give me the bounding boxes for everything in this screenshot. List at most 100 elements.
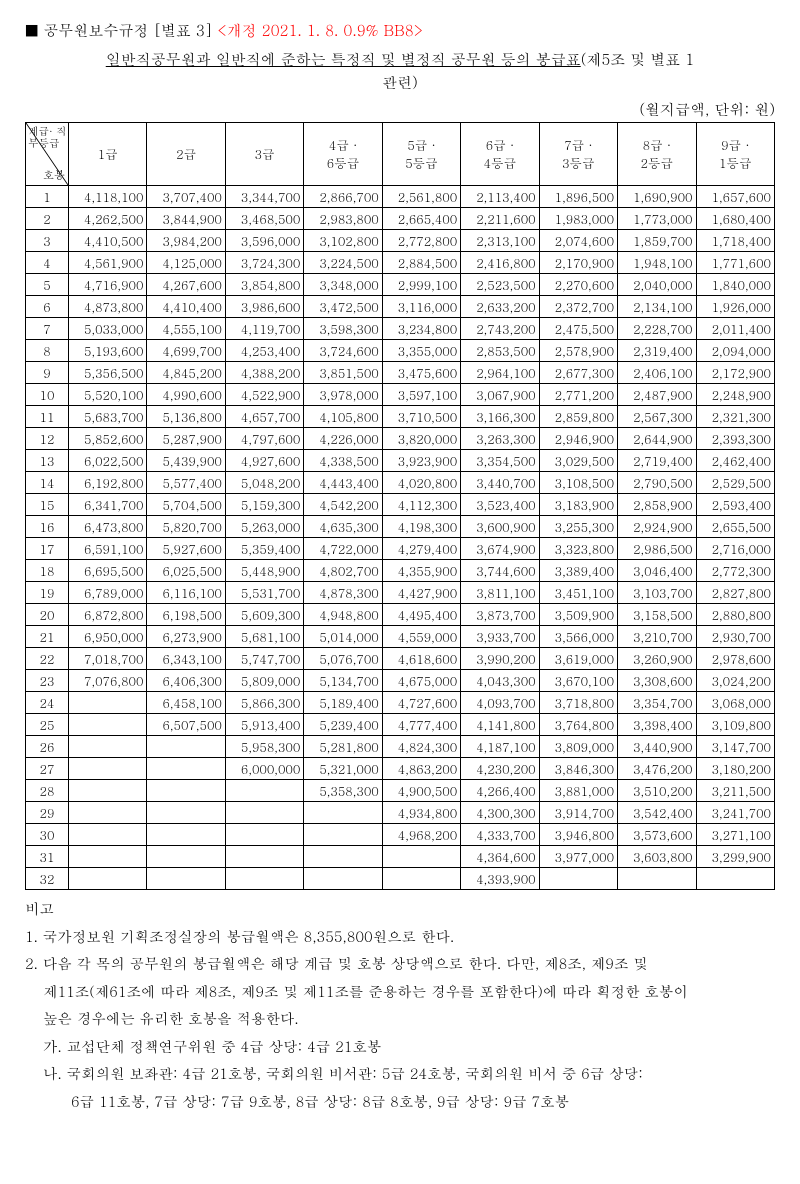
salary-cell: 5,134,700: [304, 670, 382, 692]
salary-cell: 3,067,900: [461, 384, 539, 406]
salary-cell: 5,520,100: [69, 384, 147, 406]
salary-cell: 4,112,300: [382, 494, 460, 516]
salary-cell: 3,873,700: [461, 604, 539, 626]
salary-cell: 6,591,100: [69, 538, 147, 560]
salary-cell: 1,680,400: [696, 208, 775, 230]
salary-cell: 2,319,400: [618, 340, 696, 362]
table-row: 237,076,8006,406,3005,809,0005,134,7004,…: [26, 670, 775, 692]
salary-cell: 5,913,400: [225, 714, 303, 736]
salary-cell: 2,523,500: [461, 274, 539, 296]
salary-cell: 6,273,900: [147, 626, 225, 648]
salary-cell: [69, 846, 147, 868]
salary-cell: [69, 802, 147, 824]
salary-cell: 4,187,100: [461, 736, 539, 758]
salary-cell: 3,851,500: [304, 362, 382, 384]
salary-cell: 5,076,700: [304, 648, 382, 670]
salary-cell: 3,234,800: [382, 318, 460, 340]
salary-cell: 2,011,400: [696, 318, 775, 340]
salary-cell: 6,192,800: [69, 472, 147, 494]
square-bullet: ■: [25, 20, 38, 41]
salary-cell: 4,020,800: [382, 472, 460, 494]
salary-cell: 2,866,700: [304, 186, 382, 208]
salary-cell: 4,410,400: [147, 296, 225, 318]
salary-cell: 3,724,600: [304, 340, 382, 362]
row-number: 26: [26, 736, 69, 758]
title-underlined: 일반직공무원과 일반직에 준하는 특정직 및 별정직 공무원 등의 봉급표: [106, 49, 581, 70]
salary-cell: 2,880,800: [696, 604, 775, 626]
salary-cell: 3,451,100: [539, 582, 617, 604]
salary-cell: [147, 736, 225, 758]
salary-cell: 4,699,700: [147, 340, 225, 362]
salary-cell: 4,300,300: [461, 802, 539, 824]
salary-cell: 4,802,700: [304, 560, 382, 582]
salary-cell: 5,136,800: [147, 406, 225, 428]
salary-cell: 2,487,900: [618, 384, 696, 406]
salary-cell: 3,472,500: [304, 296, 382, 318]
salary-cell: 3,978,000: [304, 384, 382, 406]
salary-cell: 3,398,400: [618, 714, 696, 736]
salary-cell: 3,844,900: [147, 208, 225, 230]
table-row: 256,507,5005,913,4005,239,4004,777,4004,…: [26, 714, 775, 736]
row-number: 31: [26, 846, 69, 868]
salary-cell: 3,323,800: [539, 538, 617, 560]
row-number: 17: [26, 538, 69, 560]
row-number: 8: [26, 340, 69, 362]
salary-cell: 4,968,200: [382, 824, 460, 846]
salary-cell: 1,983,000: [539, 208, 617, 230]
salary-cell: 5,239,400: [304, 714, 382, 736]
salary-cell: 2,665,400: [382, 208, 460, 230]
salary-cell: 5,704,500: [147, 494, 225, 516]
salary-cell: 4,873,800: [69, 296, 147, 318]
salary-cell: 3,255,300: [539, 516, 617, 538]
salary-cell: 3,710,500: [382, 406, 460, 428]
salary-cell: 5,683,700: [69, 406, 147, 428]
salary-cell: 3,355,000: [382, 340, 460, 362]
salary-cell: 2,790,500: [618, 472, 696, 494]
salary-cell: 4,878,300: [304, 582, 382, 604]
notes-section: 비고 1. 국가정보원 기획조정실장의 봉급월액은 8,355,800원으로 한…: [25, 896, 775, 1116]
row-number: 7: [26, 318, 69, 340]
salary-cell: [69, 692, 147, 714]
row-number: 24: [26, 692, 69, 714]
salary-cell: 2,827,800: [696, 582, 775, 604]
salary-cell: 6,872,800: [69, 604, 147, 626]
note-2a: 2. 다음 각 목의 공무원의 봉급월액은 해당 계급 및 호봉 상당액으로 한…: [25, 951, 775, 979]
salary-cell: 5,852,600: [69, 428, 147, 450]
salary-cell: 6,025,500: [147, 560, 225, 582]
salary-cell: 6,341,700: [69, 494, 147, 516]
row-number: 21: [26, 626, 69, 648]
row-number: 30: [26, 824, 69, 846]
salary-table: 계급· 직무등급 호봉 1급2급3급4급 · 6등급5급 · 5등급6급 · 4…: [25, 122, 775, 890]
salary-cell: 3,923,900: [382, 450, 460, 472]
salary-cell: 4,716,900: [69, 274, 147, 296]
salary-cell: 2,475,500: [539, 318, 617, 340]
salary-cell: 3,674,900: [461, 538, 539, 560]
row-number: 11: [26, 406, 69, 428]
salary-cell: 4,443,400: [304, 472, 382, 494]
salary-cell: 2,393,300: [696, 428, 775, 450]
salary-cell: 4,364,600: [461, 846, 539, 868]
salary-cell: 2,771,200: [539, 384, 617, 406]
salary-cell: 3,724,300: [225, 252, 303, 274]
regulation-title: 공무원보수규정 [별표 3]: [43, 20, 212, 41]
salary-cell: 4,226,000: [304, 428, 382, 450]
salary-cell: 5,439,900: [147, 450, 225, 472]
salary-cell: 4,105,800: [304, 406, 382, 428]
salary-cell: 3,224,500: [304, 252, 382, 274]
salary-cell: 1,840,000: [696, 274, 775, 296]
salary-cell: 3,440,700: [461, 472, 539, 494]
salary-cell: [69, 758, 147, 780]
table-row: 34,410,5003,984,2003,596,0003,102,8002,7…: [26, 230, 775, 252]
salary-cell: 2,884,500: [382, 252, 460, 274]
row-number: 19: [26, 582, 69, 604]
salary-cell: 1,718,400: [696, 230, 775, 252]
table-row: 206,872,8006,198,5005,609,3004,948,8004,…: [26, 604, 775, 626]
salary-cell: [147, 802, 225, 824]
salary-cell: 6,116,100: [147, 582, 225, 604]
salary-cell: 2,462,400: [696, 450, 775, 472]
salary-cell: 4,388,200: [225, 362, 303, 384]
salary-cell: 6,198,500: [147, 604, 225, 626]
salary-cell: 3,718,800: [539, 692, 617, 714]
salary-cell: 5,609,300: [225, 604, 303, 626]
salary-cell: 1,771,600: [696, 252, 775, 274]
